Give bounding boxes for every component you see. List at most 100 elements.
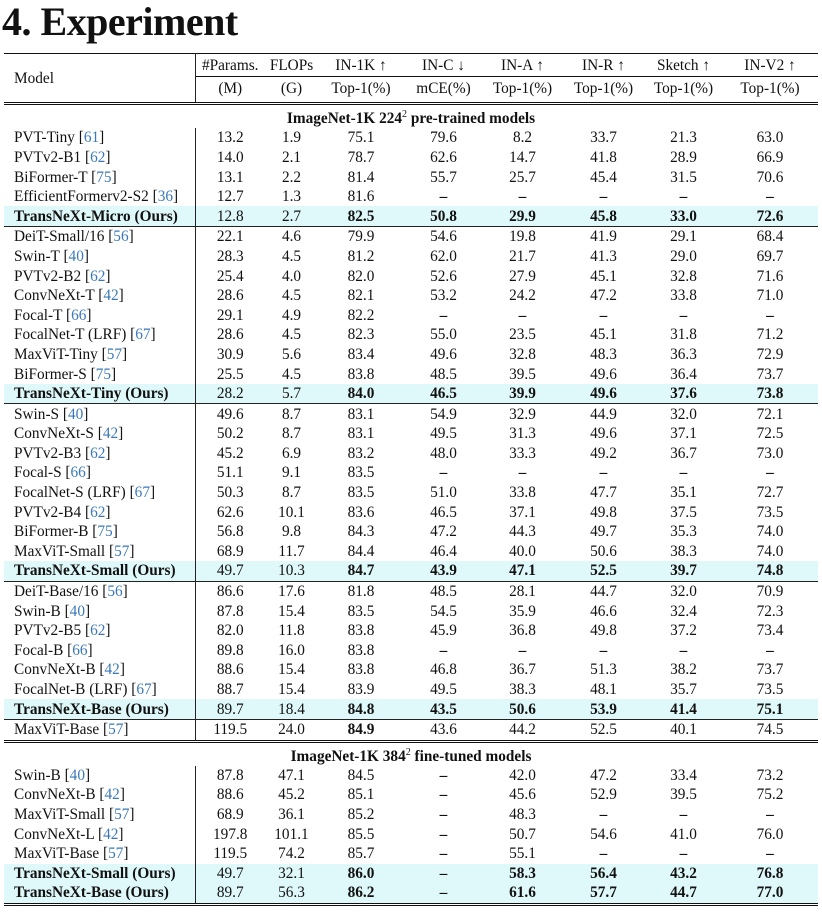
value-cell: 74.0 xyxy=(756,542,784,560)
citation-link[interactable]: 56 xyxy=(107,583,123,601)
value-cell: 36.7 xyxy=(509,661,536,679)
value-cell: 46.8 xyxy=(430,661,457,679)
value-cell: 71.0 xyxy=(756,287,784,305)
citation-link[interactable]: 62 xyxy=(90,444,106,462)
table-row: Focal-S [66] 51.1 9.1 83.5 – – – – – xyxy=(4,463,818,483)
table-row: ConvNeXt-L [42] 197.8 101.1 85.5 – 50.7 54.6 41… xyxy=(4,824,818,844)
citation-link[interactable]: 75 xyxy=(97,523,113,541)
value-cell: 36.1 xyxy=(278,806,305,824)
citation-link[interactable]: 66 xyxy=(72,641,88,659)
citation-link[interactable]: 67 xyxy=(134,484,150,502)
value-cell: 45.1 xyxy=(590,326,617,344)
value-cell: 197.8 xyxy=(213,825,248,843)
value-cell: – xyxy=(439,188,448,206)
citation-link[interactable]: 75 xyxy=(95,365,111,383)
citation-link[interactable]: 62 xyxy=(90,503,106,521)
value-cell: 47.1 xyxy=(278,766,305,784)
value-cell: – xyxy=(679,188,688,206)
value-cell: 22.1 xyxy=(195,226,265,247)
citation-link[interactable]: 42 xyxy=(103,287,119,305)
model-name: Swin-T xyxy=(14,247,60,265)
value-cell: 72.7 xyxy=(756,484,784,502)
citation-link[interactable]: 42 xyxy=(104,786,120,804)
citation-link[interactable]: 57 xyxy=(106,345,123,363)
model-name: TransNeXt-Tiny (Ours) xyxy=(14,385,169,403)
model-name: Focal-B xyxy=(14,641,64,659)
value-cell: 37.6 xyxy=(645,383,722,404)
value-cell: 37.1 xyxy=(670,425,697,443)
value-cell: 72.1 xyxy=(722,403,818,424)
value-cell: 61.6 xyxy=(483,883,562,906)
model-name: MaxViT-Small xyxy=(14,542,106,560)
value-cell: 56.8 xyxy=(216,523,244,541)
citation-link[interactable]: 40 xyxy=(69,602,85,620)
value-cell: 83.5 xyxy=(347,484,375,502)
value-cell: 52.5 xyxy=(562,561,645,582)
model-cell: Swin-B [40] xyxy=(4,765,196,786)
citation-link[interactable]: 57 xyxy=(108,845,124,863)
column-subheader: Top-1(%) xyxy=(573,79,634,97)
value-cell: 77.0 xyxy=(722,883,818,906)
citation-link[interactable]: 42 xyxy=(102,425,119,443)
value-cell: 25.7 xyxy=(509,168,536,186)
value-cell: 56.3 xyxy=(265,883,318,906)
citation-link[interactable]: 56 xyxy=(113,228,129,246)
citation-link[interactable]: 57 xyxy=(114,542,130,560)
value-cell: 70.9 xyxy=(722,580,818,602)
column-header: IN-C ↓ xyxy=(422,56,465,74)
citation-link[interactable]: 66 xyxy=(70,464,86,482)
model-name: MaxViT-Base xyxy=(14,721,100,739)
value-cell: 29.0 xyxy=(670,247,697,265)
model-cell: MaxViT-Base [57] xyxy=(4,843,196,864)
value-cell: – xyxy=(518,188,527,206)
citation-link[interactable]: 36 xyxy=(157,188,174,206)
citation-link[interactable]: 67 xyxy=(136,681,152,699)
value-cell: 83.5 xyxy=(347,602,375,620)
section-title-row: ImageNet-1K 3842 fine-tuned models xyxy=(4,739,818,766)
value-cell: 11.7 xyxy=(278,542,305,560)
value-cell: 32.8 xyxy=(509,345,536,363)
value-cell: 40.0 xyxy=(509,542,536,560)
citation-link[interactable]: 57 xyxy=(114,806,130,824)
value-cell: 44.7 xyxy=(562,580,645,602)
citation-link[interactable]: 40 xyxy=(67,405,84,423)
value-cell: 21.3 xyxy=(670,129,697,147)
table-row: Swin-S [40] 49.6 8.7 83.1 54.9 32.9 44.9 32.0 72… xyxy=(4,403,818,424)
citation-link[interactable]: 62 xyxy=(90,267,106,285)
value-cell: 82.2 xyxy=(347,306,375,324)
value-cell: 33.7 xyxy=(590,129,617,147)
value-cell: – xyxy=(679,306,688,324)
value-cell: 4.9 xyxy=(281,306,302,324)
value-cell: 29.1 xyxy=(216,306,244,324)
value-cell: 73.5 xyxy=(756,681,784,699)
model-cell: Focal-S [66] xyxy=(4,463,196,483)
citation-link[interactable]: 62 xyxy=(90,622,106,640)
value-cell: 28.9 xyxy=(670,148,697,166)
citation-link[interactable]: 67 xyxy=(135,326,151,344)
model-name: TransNeXt-Small (Ours) xyxy=(14,562,176,580)
value-cell: 88.7 xyxy=(216,681,244,699)
citation-link[interactable]: 62 xyxy=(90,148,106,166)
citation-link[interactable]: 40 xyxy=(68,247,84,265)
value-cell: 86.2 xyxy=(318,883,404,906)
model-cell: PVTv2-B1 [62] xyxy=(4,147,196,168)
citation-link[interactable]: 61 xyxy=(83,129,100,147)
model-name: TransNeXt-Micro (Ours) xyxy=(14,207,178,225)
citation-link[interactable]: 42 xyxy=(104,661,120,679)
table-row-ours: TransNeXt-Base (Ours) 89.7 56.3 86.2–61.6 57… xyxy=(4,883,818,906)
value-cell: 83.1 xyxy=(347,425,375,443)
value-cell: 33.8 xyxy=(509,484,536,502)
table-header: Model #Params. FLOPs IN-1K ↑ IN-C ↓ IN-A ↑ IN-… xyxy=(4,53,818,104)
value-cell: 119.5 xyxy=(213,845,248,863)
value-cell: 45.4 xyxy=(590,168,617,186)
value-cell: 4.0 xyxy=(281,267,302,285)
citation-link[interactable]: 57 xyxy=(108,721,124,739)
value-cell: 39.7 xyxy=(645,561,722,582)
citation-link[interactable]: 66 xyxy=(71,306,87,324)
header-row-2: (M) (G) Top-1(%) mCE(%) Top-1(%) Top-1(%) Top-… xyxy=(4,76,818,104)
citation-link[interactable]: 75 xyxy=(96,168,112,186)
model-name: FocalNet-T (LRF) xyxy=(14,326,127,344)
citation-link[interactable]: 42 xyxy=(103,825,119,843)
citation-link[interactable]: 40 xyxy=(69,766,85,784)
value-cell: – xyxy=(679,641,688,659)
